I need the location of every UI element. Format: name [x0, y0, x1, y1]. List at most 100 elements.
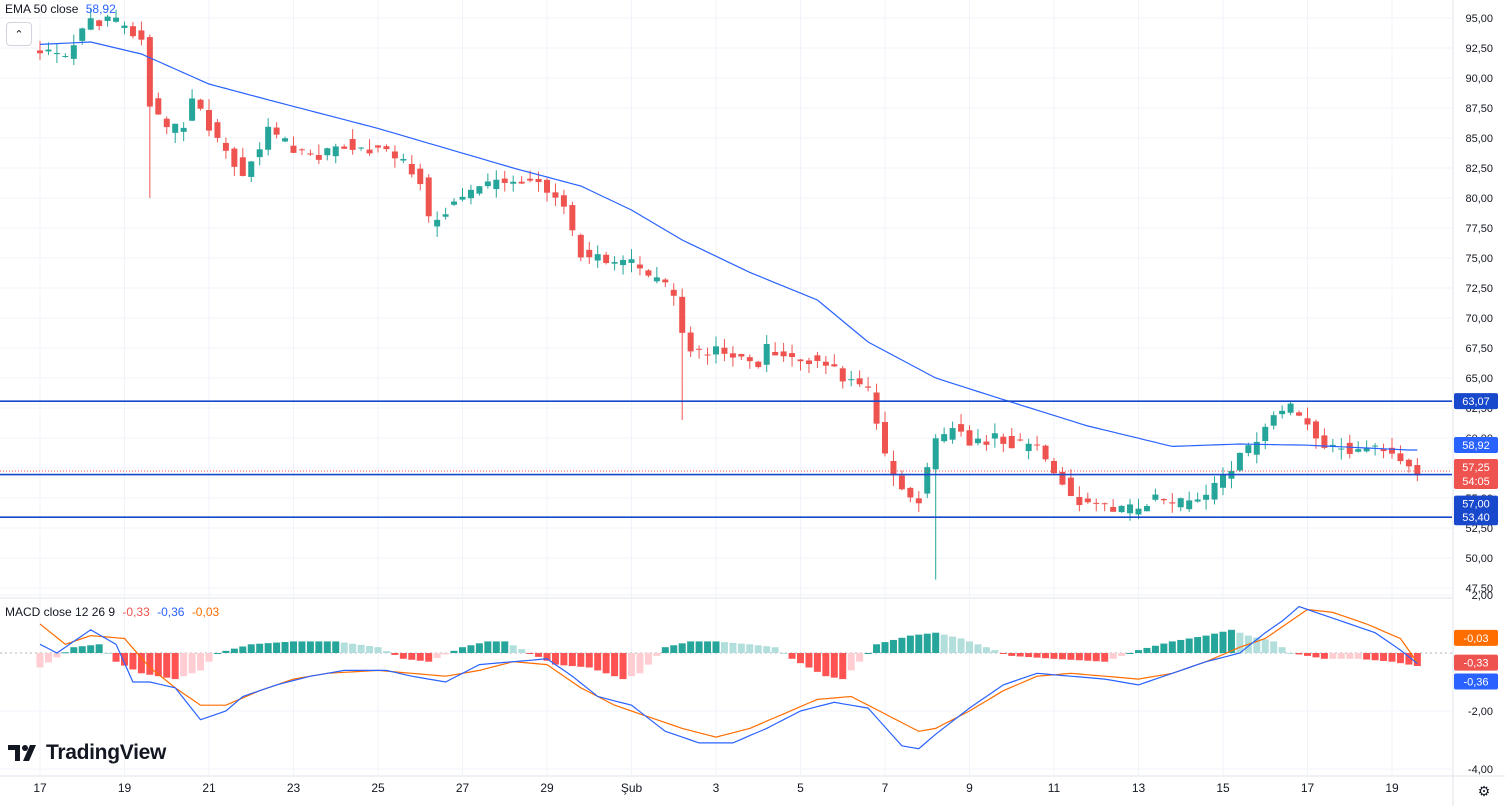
tradingview-logo[interactable]: TradingView [8, 741, 166, 765]
candle [1042, 444, 1049, 462]
candle-body [755, 361, 762, 368]
macd-histogram-bar [1016, 653, 1024, 657]
candle [1008, 428, 1015, 449]
candle-body [501, 178, 508, 183]
candle-body [873, 392, 880, 424]
candle-body [1279, 410, 1286, 415]
macd-histogram-bar [281, 641, 289, 653]
macd-histogram-bar [1118, 653, 1126, 656]
candle [1135, 498, 1142, 520]
candle [273, 122, 280, 139]
candle-body [383, 146, 390, 150]
macd-legend[interactable]: MACD close 12 26 9 -0,33 -0,36 -0,03 [5, 605, 223, 619]
candle [87, 8, 94, 31]
candle [577, 233, 584, 262]
candle-body [687, 332, 694, 352]
macd-histogram-bar [146, 653, 154, 675]
candle [941, 427, 948, 443]
candle [518, 176, 525, 185]
ema-legend-label: EMA 50 close [5, 2, 79, 16]
candle [1034, 435, 1041, 451]
candle-body [467, 189, 474, 199]
macd-histogram-bar [1058, 653, 1066, 660]
macd-histogram-bar [695, 641, 703, 653]
macd-histogram-bar [290, 641, 297, 653]
macd-histogram-bar [256, 643, 264, 653]
candle [831, 354, 838, 367]
candle [1076, 486, 1083, 512]
macd-histogram-bar [36, 653, 44, 668]
price-tick-label: 85,00 [1465, 133, 1493, 145]
collapse-legend-button[interactable]: ⌃ [6, 22, 32, 46]
candle [1380, 443, 1387, 459]
candle-body [332, 146, 339, 157]
candle-body [180, 127, 187, 132]
last-price-label: 57,25 [1462, 462, 1490, 474]
candle [1059, 467, 1066, 486]
ema-legend[interactable]: EMA 50 close 58,92 [5, 2, 120, 16]
time-tick-label: 29 [540, 781, 554, 795]
price-tick-label: 67,50 [1465, 343, 1493, 355]
candle [400, 153, 407, 164]
candle-body [366, 149, 373, 154]
candle-body [696, 348, 703, 350]
candle [1177, 497, 1184, 512]
macd-signal-line [39, 608, 1418, 738]
candle-body [1236, 452, 1243, 471]
price-tick-label: 70,00 [1465, 313, 1493, 325]
candle-body [1253, 441, 1260, 455]
candle-body [518, 181, 525, 184]
candle-body [1220, 474, 1226, 488]
macd-histogram-bar [839, 653, 847, 680]
candle [1152, 488, 1159, 502]
candle [358, 147, 365, 151]
candle-body [434, 219, 441, 227]
settings-gear-icon[interactable]: ⚙ [1477, 782, 1491, 799]
macd-histogram-bar [104, 653, 112, 654]
candle-body [510, 181, 517, 184]
candle-body [206, 110, 212, 131]
candle [442, 207, 449, 220]
candle-body [222, 142, 229, 151]
candle [924, 462, 931, 498]
chevron-up-icon: ⌃ [14, 28, 24, 41]
macd-histogram-bar [712, 641, 720, 653]
macd-histogram-bar [1126, 653, 1134, 654]
candle-body [907, 487, 914, 498]
candle-body [62, 55, 69, 57]
candle [594, 245, 601, 268]
candle-body [1127, 504, 1134, 514]
candle [1211, 476, 1218, 505]
macd-histogram-bar [315, 641, 323, 653]
candle [738, 353, 745, 361]
candle [1101, 502, 1108, 512]
candle-body [298, 149, 305, 151]
macd-histogram-bar [1177, 639, 1185, 653]
macd-histogram-bar [1346, 653, 1354, 659]
macd-histogram-bar [932, 632, 940, 653]
candle-body [493, 179, 500, 190]
macd-histogram-bar [197, 653, 205, 671]
candle [1084, 492, 1091, 504]
candle-body [653, 277, 660, 282]
macd-histogram-bar [1295, 653, 1303, 655]
candle-body [594, 254, 601, 261]
macd-tick-label: -4,00 [1468, 764, 1493, 776]
candle [687, 326, 694, 358]
macd-histogram-bar [797, 653, 804, 664]
macd-histogram-bar [1050, 653, 1058, 659]
candle [290, 136, 297, 154]
candle-body [45, 49, 52, 52]
candle-body [1312, 421, 1319, 439]
candle [256, 142, 263, 166]
candle-body [1051, 460, 1057, 474]
candle-body [983, 441, 990, 445]
macd-histogram-bar [349, 643, 357, 653]
candle-body [577, 234, 584, 258]
macd-histogram-bar [205, 653, 213, 662]
candle-body [729, 353, 736, 358]
macd-histogram-bar [475, 643, 483, 653]
time-tick-label: 27 [456, 781, 470, 795]
candle-body [341, 146, 348, 149]
